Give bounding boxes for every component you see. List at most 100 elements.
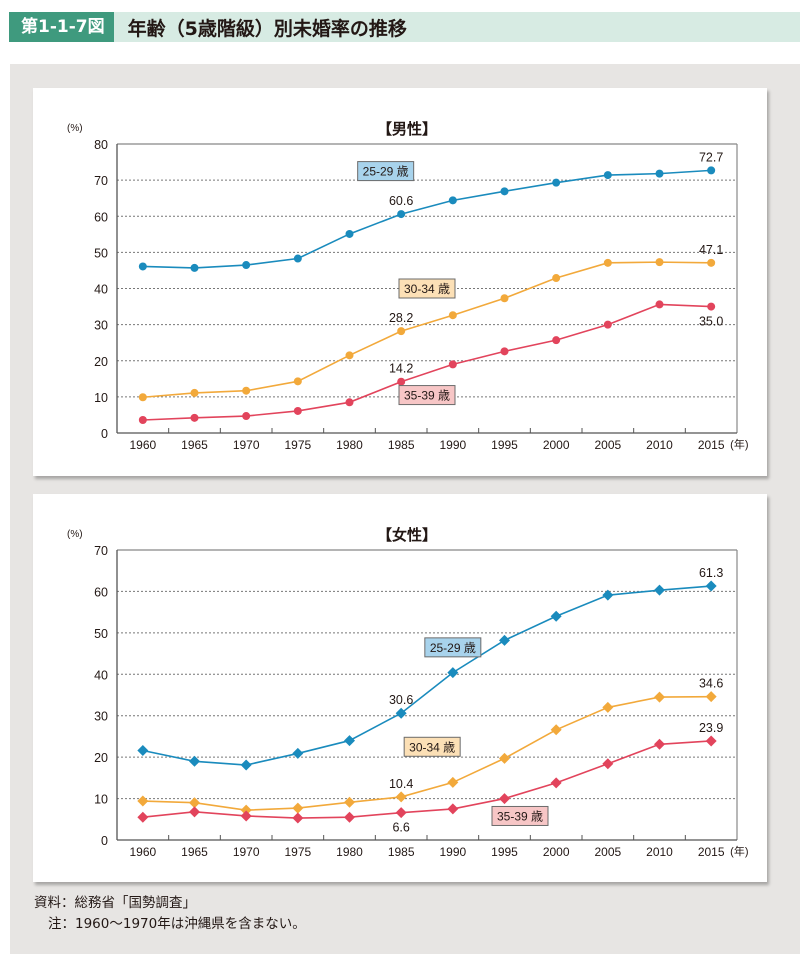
series-label: 30-34 歳 [404,282,450,296]
chart-title: 【男性】 [377,120,437,138]
data-point-s25 [138,262,147,271]
x-tick-label: 1990 [439,845,466,859]
x-tick-label: 1970 [233,438,260,452]
data-point-s25 [189,755,200,767]
data-point-s35 [654,738,665,750]
data-point-s30 [240,804,252,816]
data-point-s35 [345,398,354,407]
x-tick-label: 1960 [129,845,156,859]
data-point-s30 [397,327,406,336]
data-point-s25 [705,580,717,592]
data-label: 30.6 [389,693,413,707]
x-tick-label: 1990 [439,438,466,452]
male-chart: 【男性】 (%) 0 10 20 30 40 50 60 70 80 1960 1965 1970 1975… [67,120,748,452]
x-axis-unit: (年) [730,844,748,858]
data-point-s35 [499,793,510,805]
data-point-s25 [448,196,457,205]
data-point-s35 [500,347,509,356]
figure-header: 第1-1-7図 年齢（5歳階級）別未婚率の推移 [9,12,800,42]
data-point-s30 [447,776,459,788]
data-point-s35 [655,300,664,309]
data-point-s30 [654,691,665,703]
data-point-s25 [550,610,562,622]
y-tick-label: 20 [94,751,108,765]
data-point-s30 [550,724,562,736]
data-point-s30 [138,393,147,402]
data-point-s30 [705,691,717,703]
series-label: 30-34 歳 [409,740,455,754]
data-point-s25 [552,178,561,187]
series-label-box [398,385,456,406]
y-tick-label: 10 [94,793,108,807]
data-point-s30 [655,258,664,267]
data-point-s25 [292,747,304,759]
data-label: 6.6 [392,821,409,835]
data-label: 47.1 [699,243,723,257]
data-point-s30 [137,795,149,807]
series-label-box [424,637,482,658]
series-label-box [491,805,549,826]
data-label: 14.2 [389,362,413,376]
data-point-s30 [190,388,199,397]
data-point-s25 [240,759,252,771]
data-label: 34.6 [699,677,723,691]
chart-title: 【女性】 [377,526,437,544]
data-point-s30 [189,797,200,809]
series-label: 25-29 歳 [363,165,409,179]
data-point-s25 [137,745,149,757]
series-line-s30 [142,261,712,399]
y-tick-label: 30 [94,710,108,724]
x-tick-label: 2000 [543,845,570,859]
data-point-s30 [344,796,355,808]
data-point-s30 [603,258,612,267]
data-label: 10.4 [389,777,413,791]
x-tick-label: 2015 [698,845,725,859]
data-point-s25 [500,187,509,196]
y-tick-label: 40 [94,668,108,682]
data-point-s25 [655,169,664,178]
data-label: 61.3 [699,566,723,580]
data-point-s25 [344,735,355,747]
y-tick-label: 80 [94,138,108,152]
x-tick-label: 1965 [181,845,208,859]
y-tick-label: 70 [94,544,108,558]
data-point-s25 [499,634,510,646]
series-label: 35-39 歳 [404,389,450,403]
data-point-s35 [395,807,407,819]
female-chart-panel: 【女性】 (%) 0 10 20 30 40 50 60 70 1960 1965 1970 1975 19… [33,494,767,882]
x-tick-label: 2010 [646,438,673,452]
data-point-s35 [190,413,199,422]
data-point-s35 [552,336,561,345]
data-point-s30 [292,802,304,814]
data-point-s25 [345,229,354,238]
x-tick-label: 1975 [284,845,311,859]
data-point-s25 [293,254,302,263]
data-point-s35 [138,415,147,424]
data-label: 23.9 [699,721,723,735]
data-point-s35 [292,812,304,824]
data-point-s30 [448,311,457,320]
series-line-s35 [142,740,712,819]
data-point-s30 [345,351,354,360]
series-line-s25 [142,169,712,269]
x-tick-label: 1995 [491,438,518,452]
y-axis-unit: (%) [67,529,83,540]
data-point-s25 [190,263,199,272]
y-tick-label: 60 [94,585,108,599]
x-tick-label: 1985 [388,438,415,452]
figure-notes: 資料：総務省「国勢調査」 注：1960〜1970年は沖縄県を含まない。 [34,893,306,935]
x-tick-label: 2015 [698,438,725,452]
footnote: 注：1960〜1970年は沖縄県を含まない。 [48,916,306,932]
series-label-box [403,736,461,757]
series-label: 25-29 歳 [430,641,476,655]
data-point-s35 [344,811,355,823]
x-tick-label: 1965 [181,438,208,452]
data-point-s30 [707,258,716,267]
x-tick-label: 2005 [594,438,621,452]
x-tick-label: 1975 [284,438,311,452]
data-point-s35 [707,302,716,311]
x-tick-label: 2005 [594,845,621,859]
data-point-s30 [293,377,302,386]
y-tick-label: 40 [94,283,108,297]
x-tick-label: 1980 [336,438,363,452]
